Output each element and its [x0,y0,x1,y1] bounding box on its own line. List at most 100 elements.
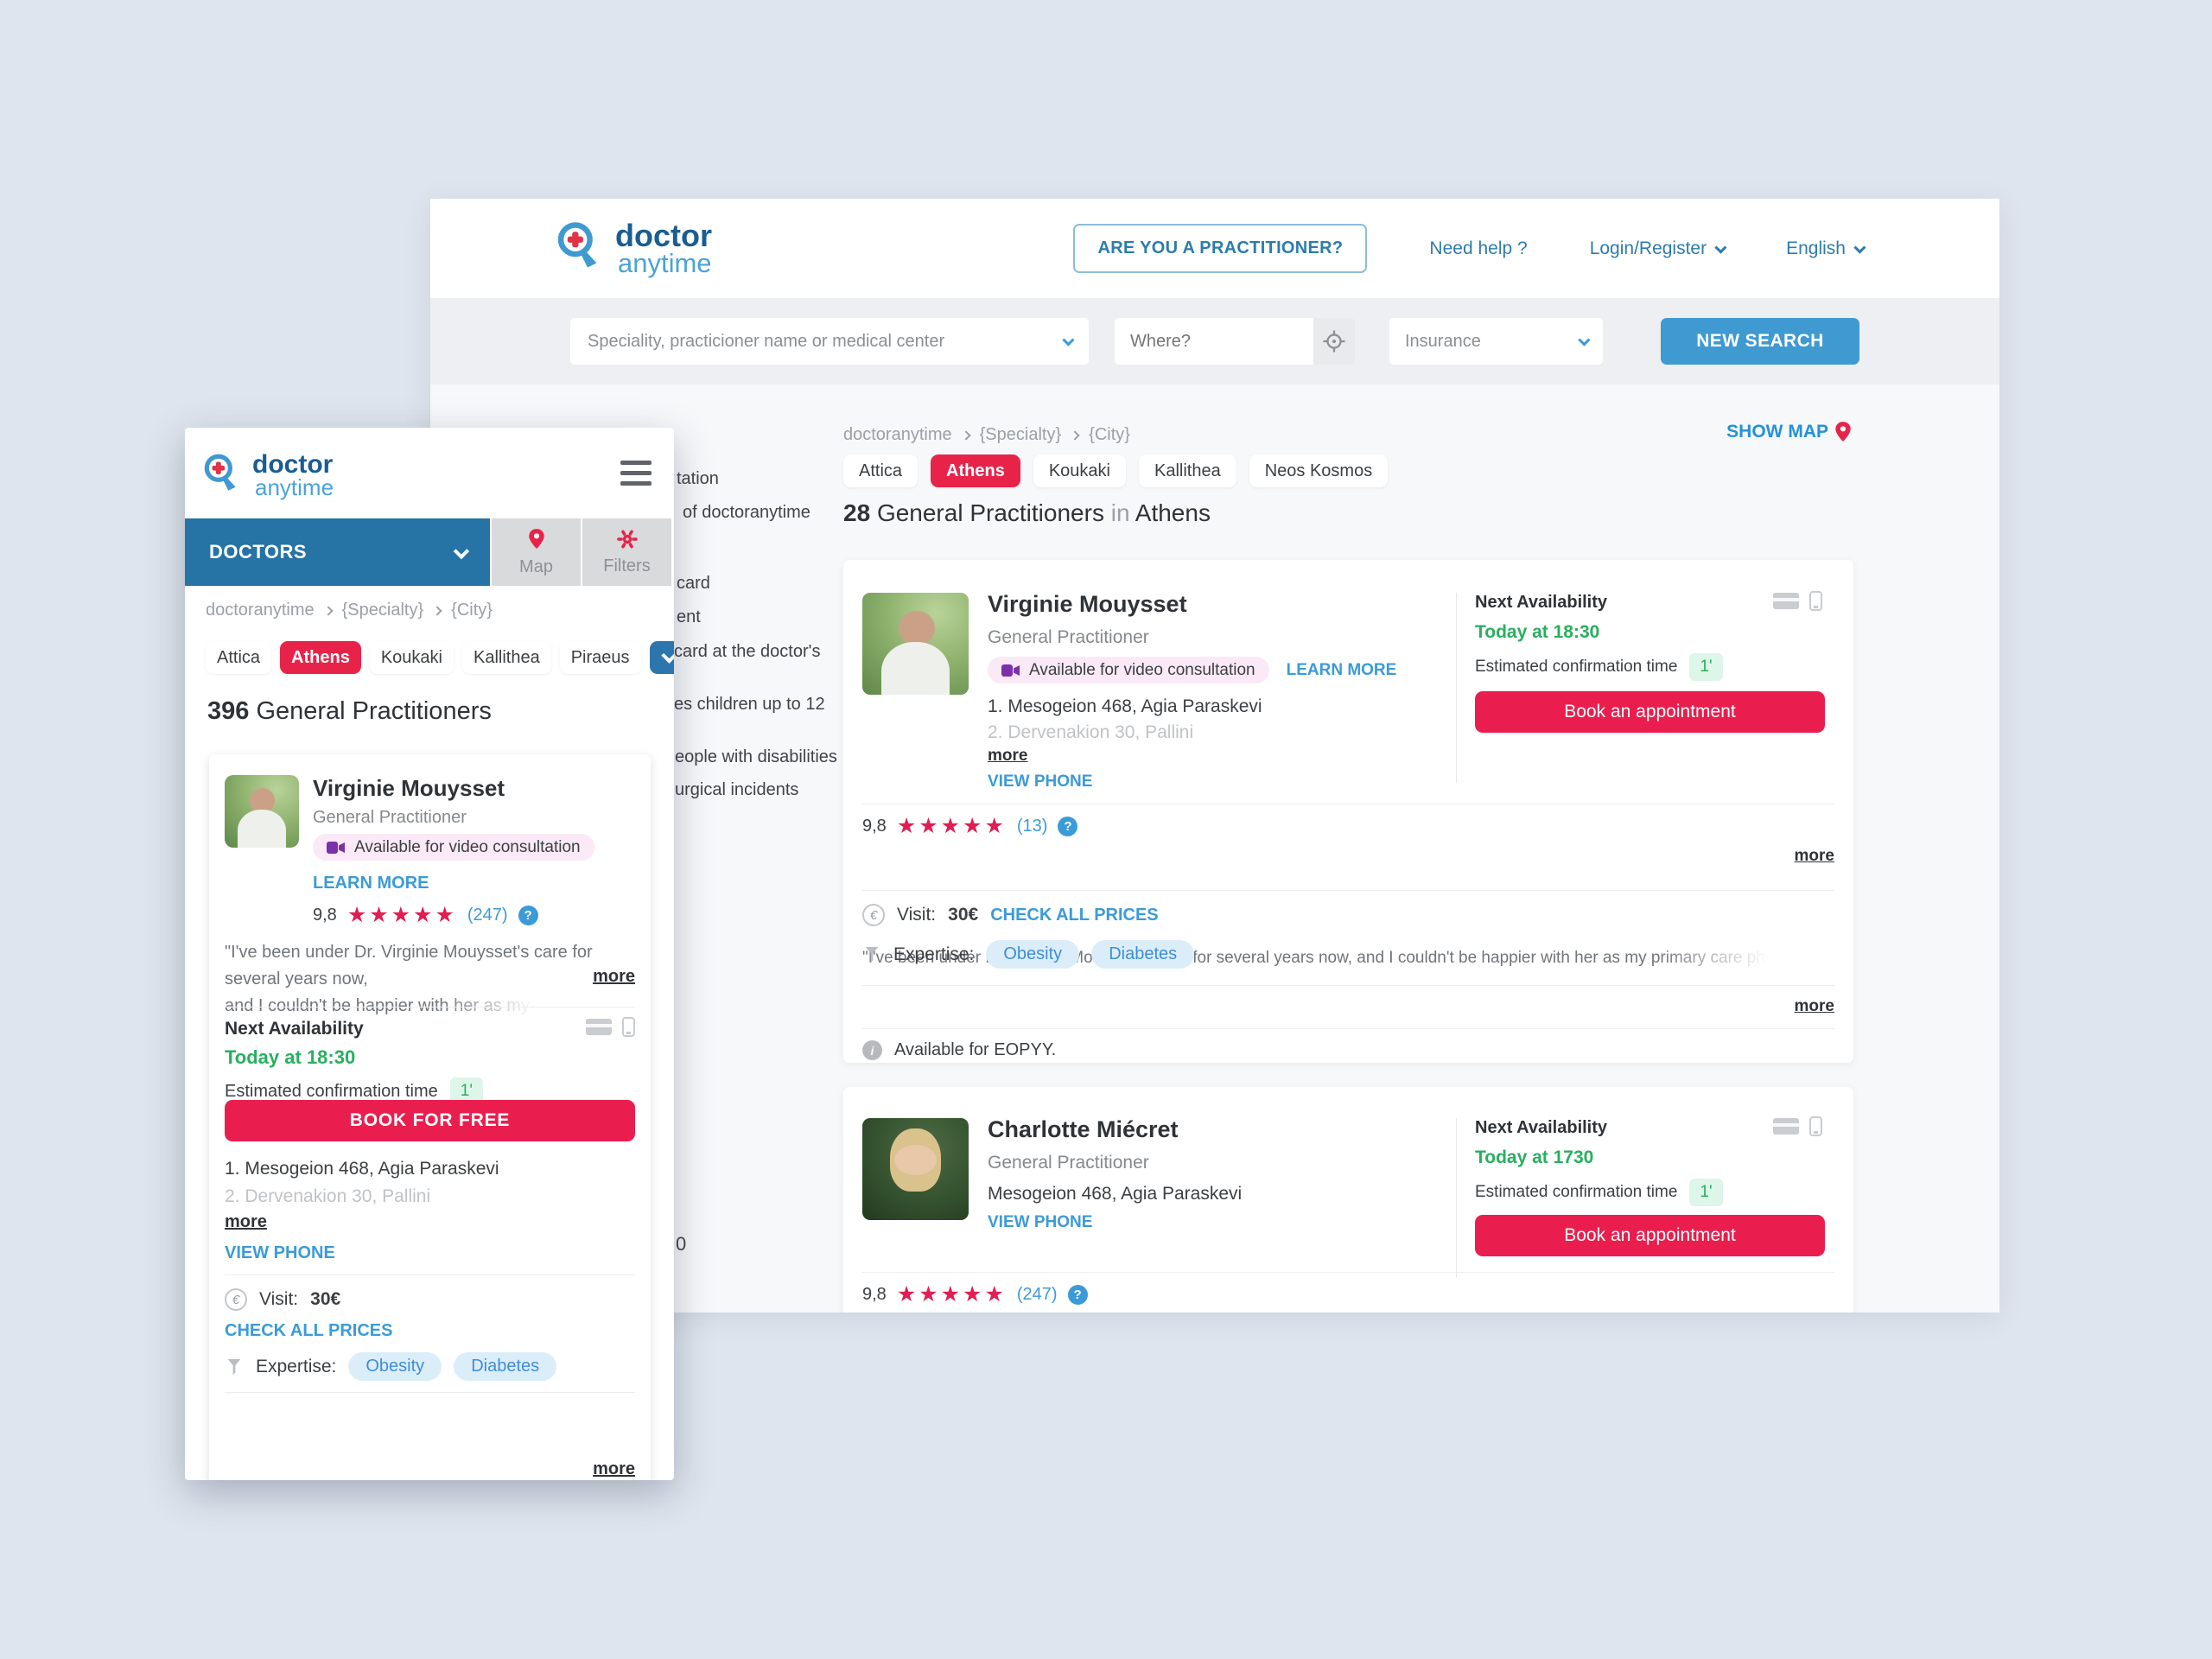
login-register-menu[interactable]: Login/Register [1589,238,1727,259]
breadcrumb-home[interactable]: doctoranytime [843,425,952,444]
filters-tab[interactable]: Filters [581,518,671,586]
learn-more-link[interactable]: LEARN MORE [1286,660,1397,679]
map-label: Map [519,556,553,576]
review-count-link[interactable]: (247) [467,906,508,925]
payment-card-icon [1773,593,1799,609]
breadcrumb-separator-icon [960,429,971,441]
expand-chips-button[interactable] [649,641,674,674]
doctor-specialty: General Practitioner [313,808,467,827]
next-availability-label: Next Availability [1475,593,1608,612]
book-for-free-button[interactable]: BOOK FOR FREE [225,1100,635,1141]
view-phone-link[interactable]: VIEW PHONE [988,1213,1093,1231]
video-camera-icon [327,841,345,854]
insurance-select[interactable]: Insurance [1389,318,1603,365]
more-addresses-link[interactable]: more [988,747,1028,765]
filter-fragment: eople with disabilities [675,747,837,766]
breadcrumb-city[interactable]: {City} [1089,425,1130,444]
expertise-chip-obesity[interactable]: Obesity [986,940,1080,969]
expertise-chip-diabetes[interactable]: Diabetes [1091,940,1195,969]
learn-more-link[interactable]: LEARN MORE [313,874,429,893]
doctoranytime-logo[interactable]: doctor anytime [200,452,334,499]
confirmation-time-badge: 1' [1689,1179,1723,1206]
mobile-phone-icon [1809,1116,1822,1136]
expertise-chip-obesity[interactable]: Obesity [348,1352,442,1381]
chip-koukaki[interactable]: Koukaki [369,641,454,674]
bottom-review-more-link[interactable]: more [593,1459,635,1478]
review-count-link[interactable]: (13) [1016,817,1048,836]
expertise-chip-diabetes[interactable]: Diabetes [454,1352,557,1381]
review-count-link[interactable]: (247) [1016,1285,1058,1304]
review-line-1: "I've been under Dr. Virginie Mouysset's… [225,943,593,988]
breadcrumb: doctoranytime {Specialty} {City} [206,601,493,620]
book-appointment-button[interactable]: Book an appointment [1475,1215,1825,1256]
star-rating-icon: ★★★★★ [896,814,1007,838]
chip-piraeus[interactable]: Piraeus [559,641,641,674]
doctor-card-virginie: Virginie Mouysset General Practitioner A… [843,560,1853,1137]
expertise-icon [227,1358,241,1375]
eopyy-note: Available for EOPYY. [894,1040,1057,1059]
filter-fragment: card at the doctor's [674,642,821,661]
header-menu: ARE YOU A PRACTITIONER? Need help ? Logi… [1073,199,1866,298]
payment-card-icon [1773,1118,1799,1135]
chip-neos-kosmos[interactable]: Neos Kosmos [1249,454,1389,487]
chip-koukaki[interactable]: Koukaki [1033,454,1126,487]
device-icons [586,1017,635,1037]
check-all-prices-link[interactable]: CHECK ALL PRICES [990,905,1159,925]
language-menu[interactable]: English [1786,238,1866,259]
where-input[interactable] [1115,318,1313,365]
breadcrumb-home[interactable]: doctoranytime [206,601,315,620]
show-map-button[interactable]: SHOW MAP [1726,421,1853,443]
chip-kallithea[interactable]: Kallithea [461,641,551,674]
breadcrumb-specialty[interactable]: {Specialty} [979,425,1062,444]
description-more-link[interactable]: more [1794,997,1834,1015]
chip-athens[interactable]: Athens [280,641,361,674]
locate-me-button[interactable] [1313,318,1355,365]
view-phone-link[interactable]: VIEW PHONE [988,772,1093,791]
confirmation-time-badge: 1' [1689,653,1723,681]
book-appointment-button[interactable]: Book an appointment [1475,691,1825,733]
expertise-label: Expertise: [893,944,975,964]
filter-fragment: urgical incidents [675,780,799,799]
chip-athens[interactable]: Athens [931,454,1020,487]
rating-help-icon[interactable]: ? [1067,1285,1088,1305]
rating-help-icon[interactable]: ? [1058,817,1078,836]
video-consultation-badge: Available for video consultation [313,834,594,861]
insurance-placeholder: Insurance [1405,331,1481,351]
breadcrumb-city[interactable]: {City} [451,601,493,620]
doctor-photo[interactable] [862,1118,969,1220]
doctor-address-1: 1. Mesogeion 468, Agia Paraskevi [225,1159,499,1179]
confirmation-time-label: Estimated confirmation time [225,1081,438,1101]
breadcrumb-specialty[interactable]: {Specialty} [341,601,424,620]
doctoranytime-logo[interactable]: doctor anytime [553,219,712,277]
rating-help-icon[interactable]: ? [518,906,538,925]
breadcrumb: doctoranytime {Specialty} {City} [843,425,1130,445]
chip-attica[interactable]: Attica [206,641,272,674]
chip-attica[interactable]: Attica [843,454,918,487]
review-more-link[interactable]: more [1794,847,1834,865]
view-phone-link[interactable]: VIEW PHONE [225,1243,335,1262]
chevron-down-icon [661,646,674,664]
hamburger-menu-icon[interactable] [620,461,652,486]
filter-fragment: tation [677,469,719,488]
doctor-photo[interactable] [862,593,969,695]
need-help-link[interactable]: Need help ? [1429,238,1528,258]
new-search-button[interactable]: NEW SEARCH [1661,318,1859,365]
filter-fragment-number: 0 [676,1233,687,1255]
check-all-prices-link[interactable]: CHECK ALL PRICES [225,1321,393,1340]
doctor-name[interactable]: Charlotte Miécret [988,1116,1179,1142]
practitioner-button[interactable]: ARE YOU A PRACTITIONER? [1073,224,1368,273]
doctor-name[interactable]: Virginie Mouysset [988,591,1187,617]
availability-time: Today at 18:30 [225,1046,356,1068]
more-addresses-link[interactable]: more [225,1212,267,1231]
doctor-photo[interactable] [225,775,299,848]
review-more-link[interactable]: more [593,967,635,986]
map-tab[interactable]: Map [490,518,581,586]
review-excerpt: "I've been under Dr. Virginie Mouysset's… [862,949,1770,968]
specialty-select[interactable]: Speciality, practicioner name or medical… [570,318,1089,365]
doctor-name[interactable]: Virginie Mouysset [313,775,505,801]
login-register-label: Login/Register [1589,238,1707,258]
doctors-dropdown[interactable]: DOCTORS [185,518,490,586]
chip-kallithea[interactable]: Kallithea [1138,454,1236,487]
filter-fragment: card [677,574,710,593]
results-label: General Practitioners [876,499,1104,526]
